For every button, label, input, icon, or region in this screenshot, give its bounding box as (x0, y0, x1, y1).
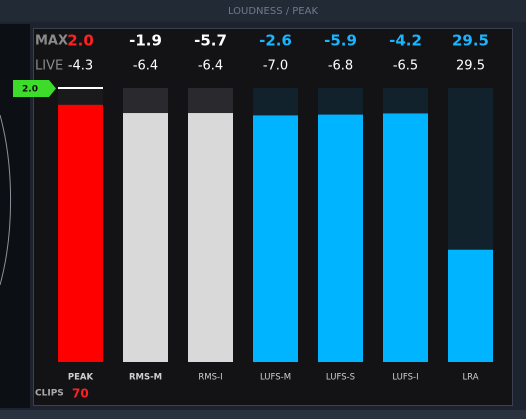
max-value: -2.6 (259, 32, 292, 50)
max-label: MAX (35, 34, 68, 49)
max-value: -5.7 (194, 32, 227, 50)
peak-flag (13, 80, 56, 97)
live-value: -7.0 (263, 59, 288, 74)
meter-bar (383, 113, 428, 362)
meter-name: RMS-M (129, 373, 162, 383)
meter-bar (318, 114, 363, 362)
meter-bar (188, 113, 233, 363)
clips-value: 70 (72, 387, 89, 401)
max-value: -4.2 (389, 32, 422, 50)
header-bar (0, 0, 526, 22)
max-value: -5.9 (324, 32, 357, 50)
meter-name: LUFS-I (392, 373, 418, 383)
meter-name: LRA (462, 373, 478, 383)
meters: 2.0 -4.3 PEAK -1.9 -6.4 RMS-M -5.7 -6.4 RMS-I -2.… (58, 32, 493, 383)
live-value: -6.5 (393, 59, 418, 74)
live-label: LIVE (35, 59, 63, 74)
peak-flag-label: 2.0 (22, 85, 38, 95)
footer-bar (0, 410, 526, 419)
live-value: -6.4 (133, 59, 158, 74)
meter-name: RMS-I (198, 373, 222, 383)
meter-bar (448, 249, 493, 362)
meter-name: PEAK (68, 373, 94, 383)
max-value: 29.5 (452, 32, 489, 50)
live-value: -4.3 (68, 59, 93, 74)
clips-label: CLIPS (35, 389, 64, 399)
header-title: LOUDNESS / PEAK (228, 6, 319, 17)
meter-name: LUFS-M (260, 373, 291, 383)
meter-bar (58, 104, 103, 363)
meter-name: LUFS-S (326, 373, 355, 383)
meter-bar (123, 113, 168, 363)
scope-arc (0, 114, 12, 286)
max-value: -1.9 (129, 32, 162, 50)
live-value: 29.5 (456, 59, 485, 74)
meter-bar (253, 115, 298, 363)
max-value: 2.0 (67, 32, 94, 50)
live-value: -6.4 (198, 59, 223, 74)
live-value: -6.8 (328, 59, 353, 74)
